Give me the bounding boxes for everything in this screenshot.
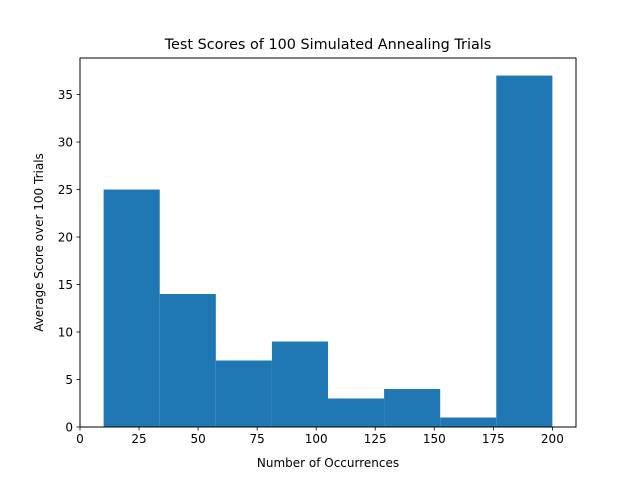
y-axis-ticks: 0 5 10 15 20 25 30 35 (58, 88, 80, 435)
x-tick-label: 75 (250, 432, 265, 446)
y-tick-label: 0 (65, 421, 73, 435)
plot-area-frame (79, 57, 577, 428)
x-tick-label: 200 (541, 432, 564, 446)
histogram-bar-2 (159, 294, 216, 427)
x-tick-label: 25 (131, 432, 146, 446)
x-axis-label: Number of Occurrences (257, 456, 399, 470)
histogram-bar-8 (496, 75, 553, 428)
histogram-bar-7 (440, 417, 497, 427)
y-tick-label: 5 (65, 373, 73, 387)
histogram-bar-6 (384, 389, 441, 427)
histogram-bar-3 (215, 360, 272, 427)
x-tick-label: 150 (423, 432, 446, 446)
x-tick-label: 125 (364, 432, 387, 446)
y-tick-label: 10 (58, 326, 73, 340)
x-tick-label: 175 (482, 432, 505, 446)
x-tick-label: 100 (305, 432, 328, 446)
x-tick-label: 50 (190, 432, 205, 446)
x-tick-label: 0 (76, 432, 84, 446)
y-tick-label: 15 (58, 278, 73, 292)
y-axis-label: Average Score over 100 Trials (32, 153, 46, 332)
histogram-bar-5 (328, 398, 385, 427)
chart-title: Test Scores of 100 Simulated Annealing T… (164, 37, 492, 53)
histogram-bar-4 (271, 341, 328, 427)
y-tick-label: 30 (58, 136, 73, 150)
y-tick-label: 25 (58, 183, 73, 197)
x-axis-ticks: 0 25 50 75 100 125 150 175 200 (76, 427, 564, 446)
histogram-bar-1 (103, 189, 160, 427)
y-tick-label: 20 (58, 231, 73, 245)
bars-group (103, 75, 553, 428)
y-tick-label: 35 (58, 88, 73, 102)
